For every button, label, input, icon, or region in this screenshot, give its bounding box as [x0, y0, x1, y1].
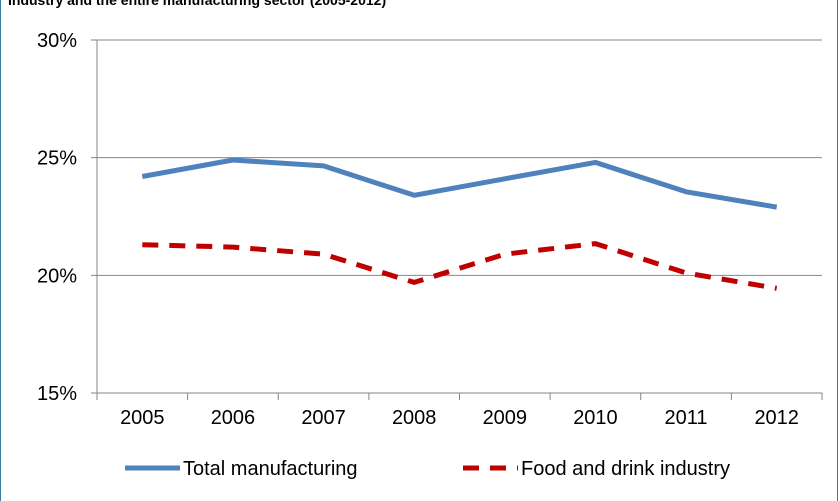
y-tick-label: 20% — [37, 265, 77, 287]
x-tick-label: 2008 — [392, 407, 437, 429]
x-tick-label: 2007 — [301, 407, 346, 429]
series-lines — [141, 157, 778, 291]
axes: 15% 20% 25% 30% 2005 2006 2007 2008 2009 2010 2011… — [37, 30, 823, 429]
series-line-food-and-drink-industry — [142, 241, 778, 291]
x-tick-label: 2010 — [573, 407, 618, 429]
legend-label: Total manufacturing — [183, 458, 358, 480]
gridlines — [91, 39, 822, 394]
y-tick-label: 25% — [37, 148, 77, 170]
x-tick-label: 2009 — [483, 407, 528, 429]
x-tick-label: 2006 — [211, 407, 256, 429]
series-line-total-manufacturing — [141, 157, 778, 210]
y-tick-label: 30% — [37, 30, 77, 52]
x-tick-label: 2012 — [754, 407, 799, 429]
x-tick-label: 2011 — [665, 407, 708, 429]
chart-title: Industry and the entire manufacturing se… — [8, 0, 387, 8]
legend: Total manufacturing Food and drink indust… — [125, 458, 730, 480]
y-tick-label: 15% — [37, 383, 77, 405]
x-tick-label: 2005 — [120, 407, 165, 429]
legend-label: Food and drink industry — [521, 458, 730, 480]
